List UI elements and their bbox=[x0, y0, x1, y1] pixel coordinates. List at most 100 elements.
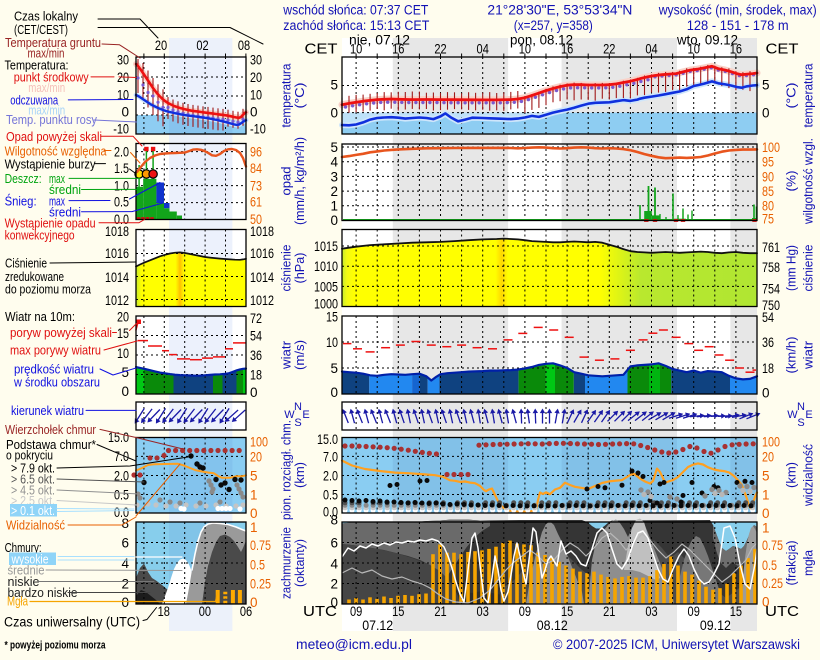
svg-text:CET: CET bbox=[305, 42, 338, 58]
svg-text:max/min: max/min bbox=[28, 45, 65, 60]
svg-text:średnie: średnie bbox=[8, 563, 45, 578]
svg-text:(m/s): (m/s) bbox=[293, 340, 307, 370]
svg-text:UTC: UTC bbox=[303, 604, 337, 620]
svg-text:W: W bbox=[284, 409, 295, 421]
svg-text:10: 10 bbox=[688, 41, 700, 56]
svg-text:bardzo niskie: bardzo niskie bbox=[8, 585, 78, 600]
svg-text:o pokryciu: o pokryciu bbox=[6, 448, 53, 463]
svg-text:20: 20 bbox=[117, 309, 129, 324]
svg-text:22: 22 bbox=[603, 41, 615, 56]
svg-text:6: 6 bbox=[330, 536, 338, 551]
svg-text:00: 00 bbox=[199, 604, 211, 619]
svg-text:max/min: max/min bbox=[28, 102, 65, 117]
svg-text:UTC: UTC bbox=[765, 604, 799, 620]
svg-text:1.0: 1.0 bbox=[114, 179, 129, 194]
svg-text:22: 22 bbox=[434, 41, 446, 56]
svg-text:wiatr: wiatr bbox=[802, 341, 816, 370]
svg-text:(frakcja): (frakcja) bbox=[785, 541, 799, 586]
svg-text:128 - 151 - 178 m: 128 - 151 - 178 m bbox=[687, 18, 789, 33]
svg-text:0.5: 0.5 bbox=[114, 487, 129, 502]
svg-text:36: 36 bbox=[762, 335, 774, 350]
svg-text:2.0: 2.0 bbox=[114, 468, 129, 483]
svg-text:02: 02 bbox=[196, 38, 208, 53]
svg-text:Temperatura gruntu: Temperatura gruntu bbox=[5, 35, 101, 50]
svg-text:6: 6 bbox=[121, 535, 129, 550]
svg-text:0.5: 0.5 bbox=[250, 557, 265, 572]
svg-text:09: 09 bbox=[350, 604, 362, 619]
svg-text:09: 09 bbox=[688, 604, 700, 619]
svg-text:1018: 1018 bbox=[105, 224, 129, 239]
svg-text:0: 0 bbox=[250, 595, 258, 610]
svg-text:0: 0 bbox=[762, 595, 770, 610]
svg-text:(km): (km) bbox=[785, 462, 799, 488]
svg-text:zachód słońca: 15:13 CET: zachód słońca: 15:13 CET bbox=[283, 18, 429, 33]
svg-text:-10: -10 bbox=[250, 121, 266, 136]
svg-text:0: 0 bbox=[330, 595, 338, 610]
svg-text:1016: 1016 bbox=[105, 246, 129, 261]
svg-text:73: 73 bbox=[250, 179, 262, 194]
svg-text:0.25: 0.25 bbox=[762, 576, 783, 591]
svg-text:© 2007-2025 ICM, Uniwersytet W: © 2007-2025 ICM, Uniwersytet Warszawski bbox=[553, 637, 800, 652]
svg-text:0: 0 bbox=[330, 213, 338, 228]
svg-text:08.12: 08.12 bbox=[537, 618, 568, 633]
svg-text:0: 0 bbox=[762, 506, 770, 521]
svg-text:5: 5 bbox=[330, 140, 338, 155]
svg-text:754: 754 bbox=[762, 281, 780, 296]
svg-text:Widzialność: Widzialność bbox=[6, 518, 65, 533]
svg-text:21: 21 bbox=[603, 604, 615, 619]
svg-text:5: 5 bbox=[330, 77, 338, 92]
svg-text:4: 4 bbox=[330, 155, 338, 170]
svg-text:CET: CET bbox=[766, 42, 799, 58]
svg-text:10: 10 bbox=[250, 88, 262, 103]
svg-text:84: 84 bbox=[250, 161, 262, 176]
svg-text:15.0: 15.0 bbox=[317, 432, 338, 447]
svg-text:750: 750 bbox=[762, 298, 780, 313]
svg-text:5: 5 bbox=[762, 77, 770, 92]
svg-text:wilgotność wzgl.: wilgotność wzgl. bbox=[802, 138, 816, 225]
svg-text:0: 0 bbox=[121, 104, 129, 119]
svg-text:Mgła: Mgła bbox=[7, 594, 29, 609]
svg-text:72: 72 bbox=[250, 311, 262, 326]
svg-text:> 6.5 okt.: > 6.5 okt. bbox=[11, 472, 55, 487]
svg-text:prędkość wiatru: prędkość wiatru bbox=[14, 362, 94, 377]
svg-text:100: 100 bbox=[762, 140, 780, 155]
svg-text:04: 04 bbox=[645, 41, 658, 56]
svg-text:> 0.1 okt.: > 0.1 okt. bbox=[11, 503, 55, 518]
svg-text:Wierzchołek chmur: Wierzchołek chmur bbox=[5, 422, 97, 437]
svg-text:15: 15 bbox=[392, 604, 404, 619]
svg-text:W: W bbox=[787, 409, 798, 421]
svg-text:meteo@icm.edu.pl: meteo@icm.edu.pl bbox=[296, 637, 412, 652]
svg-text:15: 15 bbox=[561, 604, 573, 619]
svg-text:0: 0 bbox=[250, 104, 258, 119]
svg-text:8: 8 bbox=[330, 512, 338, 527]
svg-text:Czas uniwersalny (UTC): Czas uniwersalny (UTC) bbox=[4, 614, 140, 629]
svg-text:5: 5 bbox=[250, 468, 258, 483]
svg-text:mgła: mgła bbox=[802, 550, 816, 576]
svg-text:15.0: 15.0 bbox=[108, 430, 129, 445]
svg-text:5: 5 bbox=[330, 361, 338, 376]
svg-text:0: 0 bbox=[762, 106, 770, 121]
svg-text:S: S bbox=[294, 417, 301, 429]
svg-text:18: 18 bbox=[762, 361, 774, 376]
svg-text:90: 90 bbox=[762, 169, 774, 184]
svg-text:30: 30 bbox=[250, 53, 262, 68]
svg-text:Chmury:: Chmury: bbox=[5, 540, 42, 555]
svg-text:do poziomu morza: do poziomu morza bbox=[5, 282, 92, 297]
svg-text:15: 15 bbox=[326, 309, 338, 324]
svg-text:08: 08 bbox=[238, 38, 250, 53]
svg-text:punkt środkowy: punkt środkowy bbox=[14, 70, 89, 85]
svg-text:wysokość (min, środek, max): wysokość (min, środek, max) bbox=[658, 2, 817, 17]
svg-text:pon, 08.12: pon, 08.12 bbox=[510, 32, 573, 47]
svg-text:0.25: 0.25 bbox=[250, 576, 271, 591]
svg-text:-10: -10 bbox=[113, 121, 129, 136]
svg-text:Temp. punktu rosy: Temp. punktu rosy bbox=[6, 112, 97, 127]
svg-text:Wilgotność względna: Wilgotność względna bbox=[5, 143, 108, 158]
svg-text:Podstawa chmur*: Podstawa chmur* bbox=[6, 437, 96, 452]
svg-text:0: 0 bbox=[250, 385, 258, 400]
svg-text:1: 1 bbox=[330, 199, 338, 214]
svg-text:0: 0 bbox=[250, 506, 258, 521]
svg-text:* powyżej poziomu morza: * powyżej poziomu morza bbox=[5, 640, 107, 652]
svg-text:0.5: 0.5 bbox=[323, 487, 338, 502]
svg-text:wto, 09.12: wto, 09.12 bbox=[676, 32, 738, 47]
svg-text:7.0: 7.0 bbox=[323, 449, 338, 464]
